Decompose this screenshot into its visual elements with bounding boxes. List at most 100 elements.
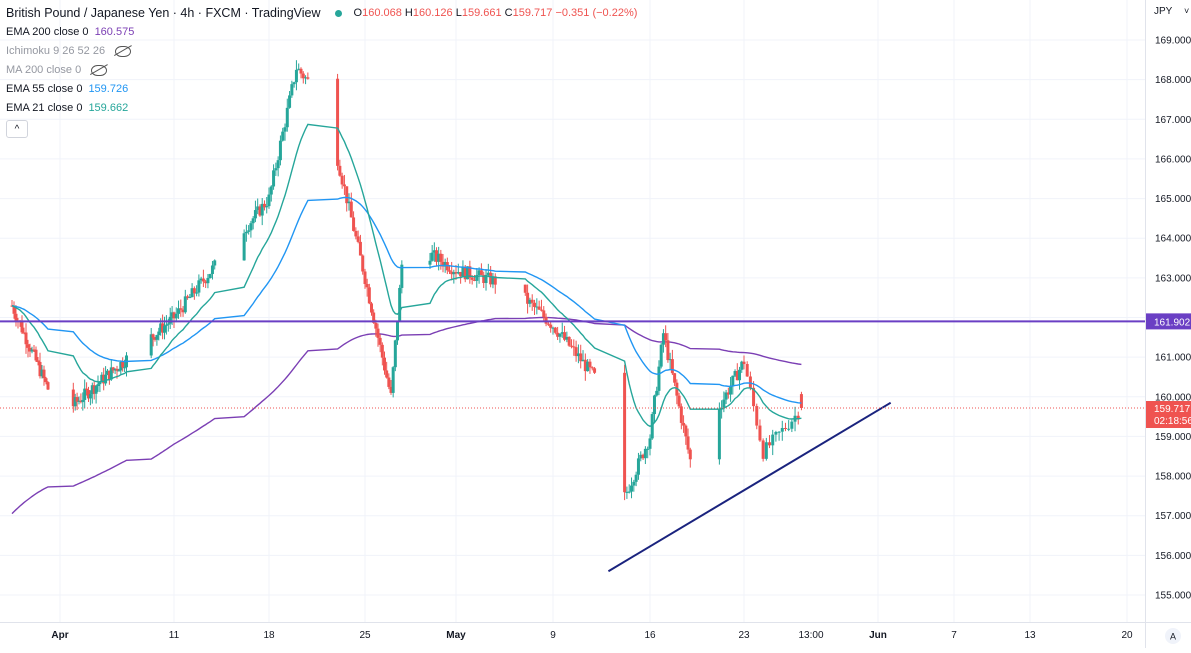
- candle-body: [389, 386, 393, 393]
- chart-legend: British Pound / Japanese Yen · 4h · FXCM…: [6, 4, 637, 138]
- indicator-ema200[interactable]: EMA 200 close 0 160.575: [6, 26, 135, 38]
- time-axis[interactable]: Apr 11 18 25 May 9 16 23 13:00 Jun 7 13 20: [0, 622, 1145, 648]
- indicator-ichimoku[interactable]: Ichimoku 9 26 52 26: [6, 42, 637, 61]
- candle-body: [768, 442, 772, 446]
- candle-body: [338, 165, 342, 176]
- candle-body: [551, 327, 555, 329]
- candle-body: [385, 370, 389, 378]
- candle-body: [356, 236, 360, 242]
- last-price-badge: [1146, 401, 1191, 429]
- candle-body: [28, 347, 32, 352]
- candle-body: [358, 241, 362, 256]
- candle-body: [104, 374, 108, 384]
- candle-body: [799, 394, 803, 409]
- candle-body: [378, 337, 382, 345]
- ema200-line: [11, 316, 802, 515]
- candle-body: [181, 309, 185, 313]
- candle-body: [192, 288, 196, 294]
- candle-body: [365, 284, 369, 288]
- candle-body: [664, 333, 668, 341]
- candle-body: [253, 210, 257, 219]
- chart-pane[interactable]: British Pound / Japanese Yen · 4h · FXCM…: [0, 0, 1145, 622]
- candle-body: [553, 327, 557, 333]
- time-tick-label: May: [446, 630, 466, 641]
- candle-body: [249, 223, 253, 231]
- candle-body: [342, 184, 346, 187]
- candle-body: [581, 359, 585, 362]
- candle-body: [398, 287, 402, 321]
- price-tick-label: 165.000: [1155, 194, 1191, 205]
- auto-scale-label: A: [1170, 632, 1176, 642]
- price-tick-label: 166.000: [1155, 154, 1191, 165]
- collapse-legend-button[interactable]: ^: [6, 120, 28, 138]
- candle-body: [170, 312, 174, 317]
- time-tick-label: Jun: [869, 630, 887, 641]
- candle-body: [790, 421, 794, 429]
- candle-body: [428, 260, 432, 265]
- candle-body: [625, 491, 629, 493]
- candle-body: [20, 321, 24, 333]
- hidden-eye-icon[interactable]: [91, 65, 108, 76]
- candle-body: [443, 262, 447, 267]
- candle-body: [650, 414, 654, 439]
- candle-body: [109, 367, 113, 380]
- current-time-badge: [791, 625, 831, 643]
- candle-body: [454, 272, 458, 274]
- candle-body: [42, 369, 46, 379]
- candle-body: [376, 328, 380, 338]
- time-tick-label: 7: [951, 630, 957, 641]
- candle-body: [530, 299, 534, 303]
- candle-body: [726, 392, 730, 395]
- candle-body: [269, 186, 273, 195]
- candle-body: [71, 389, 75, 407]
- candle-body: [292, 82, 296, 85]
- candle-body: [435, 250, 438, 262]
- candle-body: [632, 481, 636, 486]
- candle-body: [297, 68, 301, 70]
- candle-body: [542, 310, 546, 318]
- last-price-label: 159.717: [1154, 404, 1191, 415]
- candle-body: [14, 313, 18, 321]
- price-chart[interactable]: [0, 0, 1145, 622]
- candle-body: [579, 353, 583, 362]
- ema21-line: [11, 123, 802, 428]
- symbol-title[interactable]: British Pound / Japanese Yen · 4h · FXCM…: [6, 6, 321, 20]
- price-tick-label: 161.000: [1155, 353, 1191, 364]
- candle-body: [673, 373, 677, 383]
- candle-body: [258, 206, 262, 216]
- price-axis[interactable]: JPY ˅ 169.000 168.000 167.000 166.000 165.000 1…: [1145, 0, 1191, 622]
- candle-body: [666, 340, 670, 361]
- candle-body: [301, 73, 305, 79]
- trend-line: [607, 401, 892, 573]
- candle-body: [288, 95, 292, 108]
- candle-body: [563, 332, 567, 340]
- candle-body: [24, 332, 28, 345]
- candle-body: [659, 344, 663, 367]
- candle-body: [387, 377, 391, 387]
- candle-body: [208, 274, 212, 279]
- candle-body: [396, 320, 399, 341]
- candle-body: [111, 367, 115, 371]
- symbol-header: British Pound / Japanese Yen · 4h · FXCM…: [6, 4, 637, 23]
- candle-body: [777, 431, 781, 433]
- candle-body: [354, 230, 358, 237]
- candle-body: [670, 359, 674, 374]
- candle-body: [183, 296, 187, 313]
- indicator-ma200[interactable]: MA 200 close 0: [6, 61, 637, 80]
- time-tick-label: 11: [169, 630, 180, 641]
- candle-body: [102, 374, 106, 384]
- indicator-ema55[interactable]: EMA 55 close 0 159.726: [6, 83, 129, 95]
- candle-body: [583, 359, 587, 372]
- candle-body: [493, 276, 497, 285]
- time-tick-label: Apr: [51, 630, 68, 641]
- indicator-ema21[interactable]: EMA 21 close 0 159.662: [6, 102, 129, 114]
- candle-body: [96, 384, 100, 387]
- hidden-eye-icon[interactable]: [115, 46, 132, 57]
- currency-label: JPY: [1154, 6, 1173, 17]
- candle-body: [267, 194, 271, 207]
- candle-body: [188, 297, 192, 299]
- candle-body: [539, 309, 543, 311]
- candle-body: [46, 382, 50, 390]
- candle-body: [201, 278, 205, 282]
- candle-body: [370, 303, 373, 313]
